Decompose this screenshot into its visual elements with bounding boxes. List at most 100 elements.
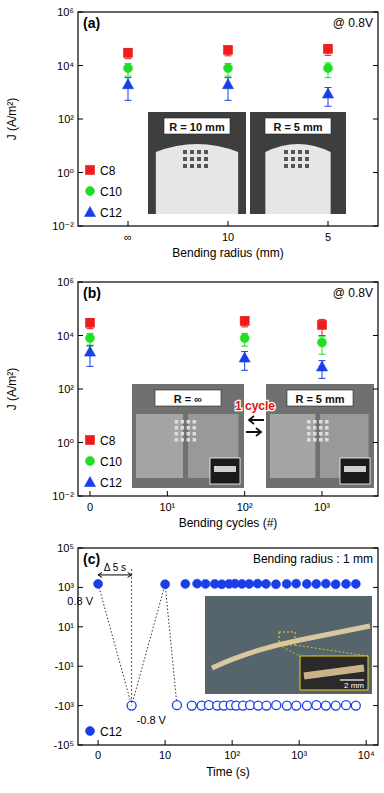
y-tick-label: -10⁵ xyxy=(54,739,74,751)
error-bar xyxy=(125,49,132,59)
x-axis-label: Bending radius (mm) xyxy=(172,246,283,260)
photo-clamp xyxy=(270,414,315,478)
data-point xyxy=(172,701,181,710)
legend-label: C12 xyxy=(100,725,122,739)
error-bar xyxy=(87,319,94,329)
x-tick xyxy=(299,740,300,745)
x-tick-label: 10³ xyxy=(314,501,330,513)
legend-marker xyxy=(86,457,95,466)
error-bar xyxy=(319,319,326,335)
y-tick xyxy=(78,119,378,120)
plot-area xyxy=(85,316,328,378)
error-bar xyxy=(241,317,248,327)
photo-bg xyxy=(205,596,372,694)
x-tick xyxy=(244,491,245,496)
x-tick-label: ∞ xyxy=(124,231,132,243)
plot-area xyxy=(94,579,361,710)
error-bar xyxy=(325,63,332,78)
figure: R = 10 mmR = 5 mm10⁻²10⁰10²10⁴10⁶∞105Ben… xyxy=(0,0,384,793)
x-tick xyxy=(90,491,91,496)
photo-inset xyxy=(340,458,370,484)
data-point xyxy=(86,318,95,327)
photo-device xyxy=(298,164,302,168)
data-point xyxy=(312,579,321,588)
data-point xyxy=(271,580,280,589)
x-tick xyxy=(232,740,233,745)
legend-marker xyxy=(85,477,96,487)
photo-device xyxy=(190,150,194,154)
data-point xyxy=(239,352,250,362)
error-bar xyxy=(225,63,232,76)
photo-device xyxy=(325,432,329,436)
legend-label: C10 xyxy=(100,185,122,199)
photo-device xyxy=(305,164,309,168)
photo-device xyxy=(187,432,191,436)
error-bar xyxy=(325,45,332,56)
photo-device xyxy=(187,438,191,442)
data-point xyxy=(342,701,351,710)
x-axis-label: Time (s) xyxy=(206,765,250,779)
photo-device xyxy=(307,426,311,430)
photo-device xyxy=(325,426,329,430)
photo-device xyxy=(313,432,317,436)
x-tick xyxy=(366,740,367,745)
data-point xyxy=(124,64,133,73)
photo-device xyxy=(197,150,201,154)
photo-label: R = 10 mm xyxy=(169,121,225,133)
y-axis-label: J (A/m²) xyxy=(5,368,19,411)
sweep-guide xyxy=(98,584,177,706)
photo-device xyxy=(204,157,208,161)
photo-device xyxy=(305,150,309,154)
x-tick-label: 10² xyxy=(224,749,240,761)
cycle-arrow xyxy=(249,416,264,424)
x-tick xyxy=(98,740,99,745)
photo-device xyxy=(319,420,323,424)
legend-marker xyxy=(86,187,95,196)
photo-device xyxy=(181,420,185,424)
y-tick xyxy=(78,282,378,283)
x-tick-label: 10³ xyxy=(291,749,307,761)
x-tick-label: 5 xyxy=(325,231,331,243)
y-tick-label: 10² xyxy=(58,383,74,395)
photo-device xyxy=(197,164,201,168)
data-point xyxy=(302,579,311,588)
photo xyxy=(132,384,244,488)
data-point xyxy=(124,48,133,57)
data-point xyxy=(272,701,281,710)
plot-frame xyxy=(78,282,378,496)
y-tick-label: 10⁻² xyxy=(52,490,74,502)
y-tick xyxy=(78,496,378,497)
photo-device xyxy=(183,164,187,168)
condition-label: @ 0.8V xyxy=(333,286,373,300)
data-point xyxy=(224,45,233,54)
photo-cylinder xyxy=(156,144,238,214)
photo-device xyxy=(284,157,288,161)
legend-marker xyxy=(86,166,95,175)
photo-inset xyxy=(300,656,368,690)
photo-device xyxy=(298,150,302,154)
data-point xyxy=(351,701,360,710)
x-tick xyxy=(322,491,323,496)
interval-arrow xyxy=(98,572,132,577)
data-point xyxy=(123,79,134,89)
photo-device xyxy=(325,420,329,424)
y-tick-label: 10⁶ xyxy=(57,6,74,18)
y-tick xyxy=(78,335,378,336)
photo-inset-sample xyxy=(214,466,236,472)
photo-device xyxy=(305,157,309,161)
photo-clamp xyxy=(136,414,183,478)
data-point xyxy=(262,579,271,588)
data-point xyxy=(312,701,321,710)
photo-device xyxy=(204,164,208,168)
photo-device xyxy=(181,438,185,442)
photo-device xyxy=(319,432,323,436)
data-point xyxy=(224,64,233,73)
photo-label: R = ∞ xyxy=(174,393,202,405)
panel-label: (b) xyxy=(83,285,101,301)
condition-label: @ 0.8V xyxy=(333,16,373,30)
x-tick xyxy=(128,221,129,226)
y-tick-label: 10⁰ xyxy=(57,167,74,179)
interval-label: Δ 5 s xyxy=(104,562,126,573)
data-point xyxy=(240,334,249,343)
photo-device xyxy=(183,150,187,154)
